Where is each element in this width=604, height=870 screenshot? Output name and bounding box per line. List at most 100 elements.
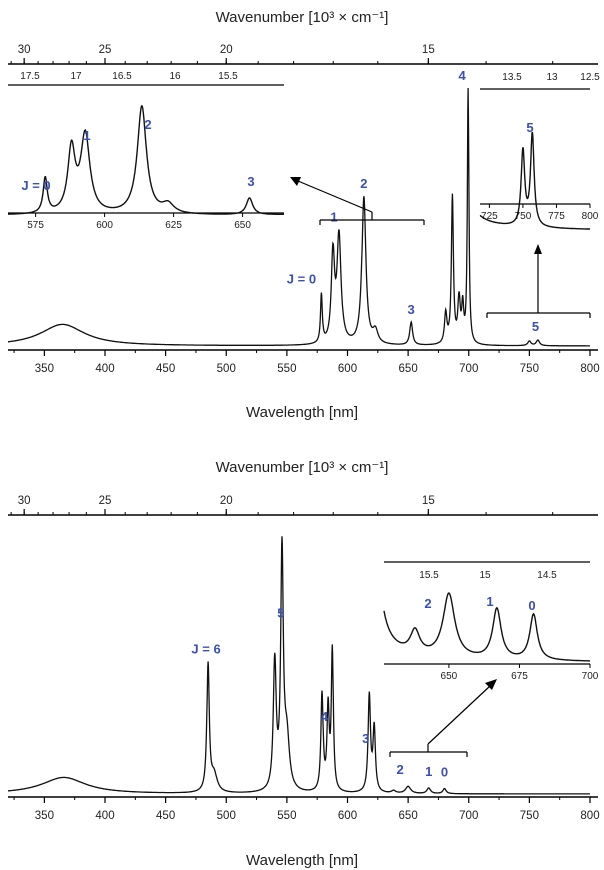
x-tick-label: 350 [35,363,54,375]
inset-b1-top-tick: 15.5 [419,570,439,581]
x-tick-label: 600 [338,363,357,375]
inset-a1-ticks: 575 600 625 650 [27,213,251,231]
panel-a-inset-right: 13.5 13 12.5 725 750 775 800 5 [479,72,600,230]
top-tick-label: 30 [18,495,31,507]
peak-label: 3 [362,731,369,746]
inset-tick-label: 750 [515,211,532,222]
panel-b-peak-labels: J = 6 5 4 3 2 1 0 [191,606,448,780]
inset-a1-spectrum-line [8,105,284,215]
panel-a-x-axis-title: Wavelength [nm] [246,404,358,421]
inset-a1-top-tick: 17.5 [20,71,40,82]
panel-a-zoom-bracket-left [319,212,425,225]
x-tick-label: 800 [580,363,599,375]
inset-tick-label: 800 [582,211,599,222]
x-tick-label: 700 [459,810,478,822]
panel-a-top-ticks: 30 25 20 15 [10,44,554,64]
x-tick-label: 450 [156,363,175,375]
top-tick-label: 25 [99,44,112,56]
peak-label: 4 [459,68,467,83]
inset-b1-top-tick: 15 [479,570,491,581]
panel-b-bottom-ticks: 350 400 450 500 550 600 650 700 750 800 [13,797,600,822]
x-tick-label: 600 [338,810,357,822]
inset-tick-label: 725 [481,211,498,222]
x-tick-label: 500 [217,810,236,822]
panel-b-top-axis-title: Wavenumber [10³ × cm⁻¹] [216,459,389,476]
x-tick-label: 550 [277,810,296,822]
panel-a-zoom-arrow-right [534,244,542,305]
peak-label: 5 [532,319,539,334]
panel-a-inset-left: 17.5 17 16.5 16 15.5 575 600 625 650 J = 0 … [8,71,284,231]
inset-a1-top-tick: 16.5 [112,71,132,82]
inset-tick-label: 625 [165,220,182,231]
inset-b1-top-tick: 14.5 [537,570,557,581]
inset-b1-spectrum-line [383,592,590,662]
x-tick-label: 400 [95,810,114,822]
top-tick-label: 15 [422,495,435,507]
top-tick-label: 15 [422,44,435,56]
peak-label: J = 6 [191,641,220,656]
inset-a2-spectrum-line [479,131,591,230]
panel-a-peak-labels: J = 0 1 2 3 4 5 [287,68,539,334]
x-tick-label: 450 [156,810,175,822]
top-tick-label: 30 [18,44,31,56]
x-tick-label: 750 [520,363,539,375]
inset-a1-top-tick: 17 [70,71,82,82]
inset-b1-label-2: 2 [424,596,431,611]
x-tick-label: 650 [399,810,418,822]
peak-label: 3 [408,302,415,317]
peak-label: 0 [441,765,448,780]
x-tick-label: 700 [459,363,478,375]
inset-a2-top-tick: 13 [546,72,558,83]
peak-label: 1 [330,209,337,224]
panel-b-zoom-arrow [427,679,497,745]
inset-tick-label: 700 [582,671,599,682]
panel-a-bottom-ticks: 350 400 450 500 550 600 650 700 750 800 [13,350,600,375]
panel-b-zoom-bracket [389,744,468,757]
x-tick-label: 650 [399,363,418,375]
x-tick-label: 800 [580,810,599,822]
inset-a2-top-tick: 13.5 [502,72,522,83]
inset-b1-label-1: 1 [486,594,493,609]
peak-label: 2 [397,762,404,777]
x-tick-label: 550 [277,363,296,375]
inset-tick-label: 650 [441,671,458,682]
inset-a1-top-tick: 16 [169,71,181,82]
inset-a1-label-j0: J = 0 [21,178,50,193]
inset-a2-ticks: 725 750 775 800 [481,204,599,222]
inset-tick-label: 775 [548,211,565,222]
inset-tick-label: 650 [234,220,251,231]
peak-label: 5 [277,606,284,621]
x-tick-label: 400 [95,363,114,375]
x-tick-label: 500 [217,363,236,375]
inset-a2-top-tick: 12.5 [580,72,600,83]
top-tick-label: 20 [220,495,233,507]
panel-a-chart: Wavenumber [10³ × cm⁻¹] 30 25 20 15 350 400 4… [8,9,600,421]
x-tick-label: 350 [35,810,54,822]
inset-tick-label: 575 [27,220,44,231]
panel-a-spectrum-line [8,87,590,347]
panel-b-chart: Wavenumber [10³ × cm⁻¹] 30 25 20 15 350 400 4… [8,459,600,869]
panel-b-top-ticks: 30 25 20 15 [10,495,554,515]
panel-b-x-axis-title: Wavelength [nm] [246,852,358,869]
inset-a1-label-2: 2 [144,117,151,132]
panel-a-top-axis-title: Wavenumber [10³ × cm⁻¹] [216,9,389,26]
panel-a-zoom-arrow-left [290,177,373,213]
top-tick-label: 25 [99,495,112,507]
peak-label: J = 0 [287,272,316,287]
peak-label: 2 [360,176,367,191]
inset-tick-label: 600 [96,220,113,231]
peak-label: 4 [321,709,329,724]
inset-a1-top-tick: 15.5 [218,71,238,82]
inset-b1-ticks: 650 675 700 [441,664,599,682]
inset-tick-label: 675 [511,671,528,682]
panel-a-zoom-bracket-right [486,305,591,318]
panel-b-inset: 15.5 15 14.5 650 675 700 2 1 0 [383,561,599,682]
inset-a2-label-5: 5 [526,120,533,135]
inset-a1-label-3: 3 [247,174,254,189]
inset-a1-label-1: 1 [83,128,90,143]
top-tick-label: 20 [220,44,233,56]
inset-b1-label-0: 0 [528,598,535,613]
x-tick-label: 750 [520,810,539,822]
panel-b-spectrum-line [8,536,590,795]
